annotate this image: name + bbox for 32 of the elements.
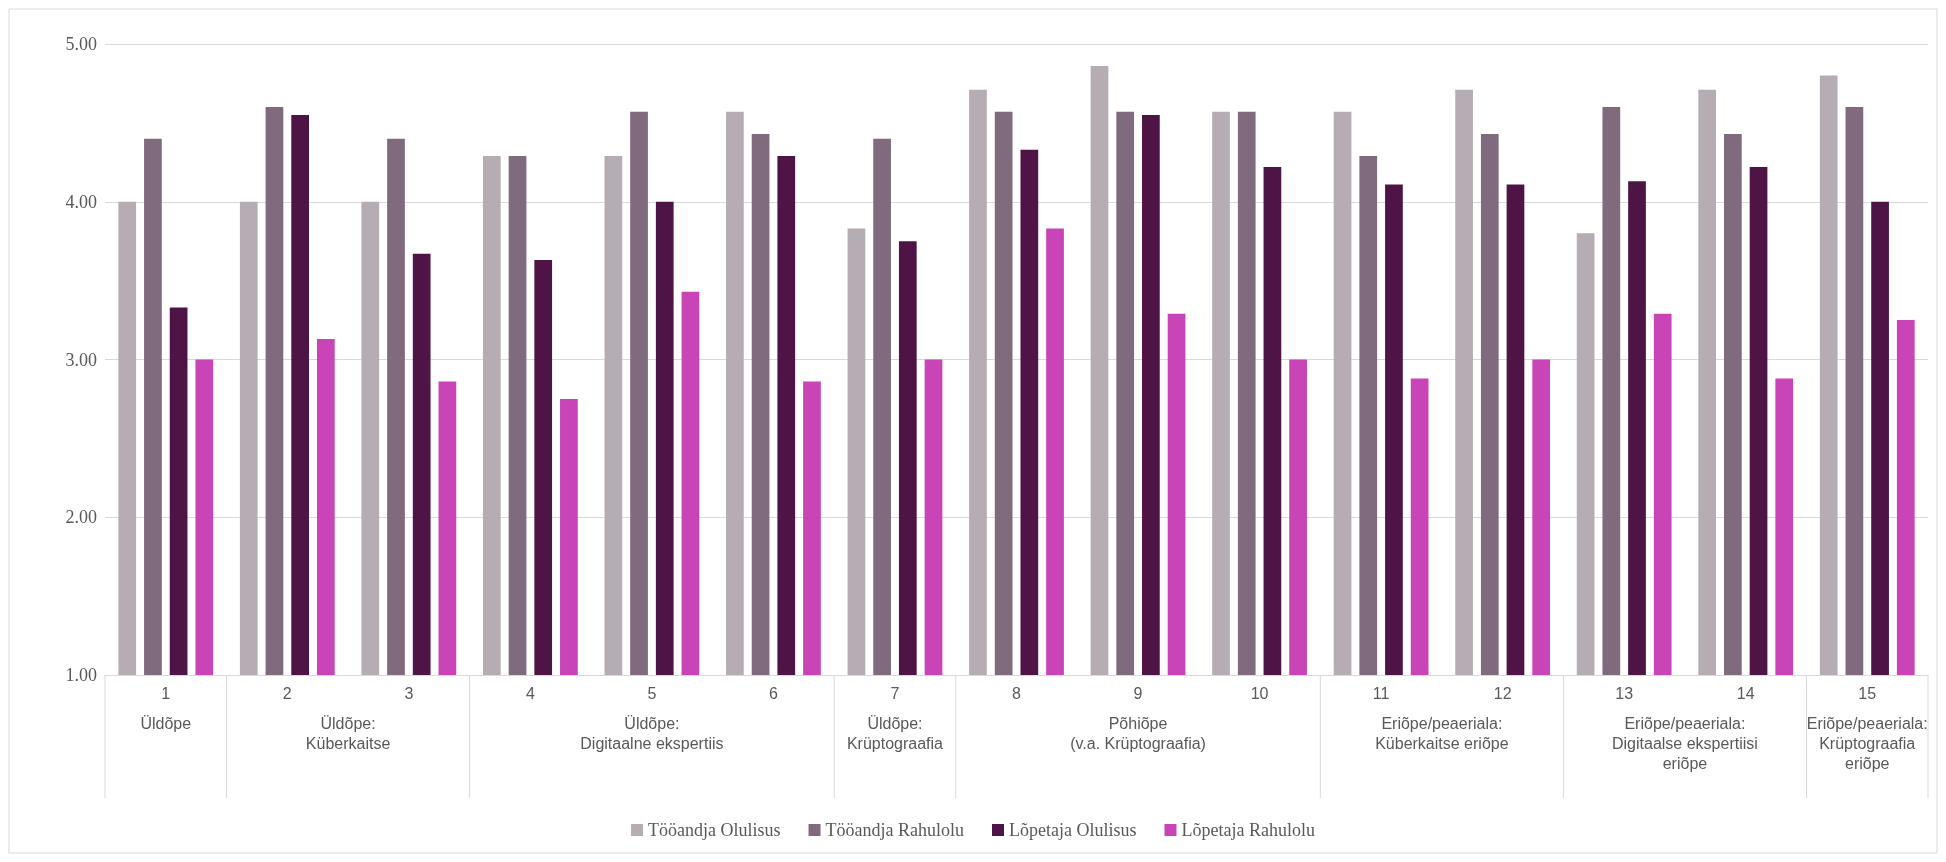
x-tick-label: 10 xyxy=(1250,684,1269,702)
legend-label: Lõpetaja Olulisus xyxy=(1009,820,1137,840)
x-tick-label: 3 xyxy=(404,684,414,702)
x-tick-label: 12 xyxy=(1493,684,1512,702)
x-tick-label: 8 xyxy=(1012,684,1022,702)
x-tick-label: 1 xyxy=(161,684,171,702)
x-tick-label: 6 xyxy=(768,684,778,702)
text: Üldõpe xyxy=(140,714,192,732)
text: Eriõpe/peaeriala: Krüptograafia eriõpe xyxy=(1806,714,1928,772)
x-tick-label: 9 xyxy=(1133,684,1143,702)
y-tick-label: 4.00 xyxy=(65,191,97,212)
x-tick-label: 7 xyxy=(890,684,900,702)
y-tick-label: 1.00 xyxy=(65,665,97,685)
legend-label: Lõpetaja Rahulolu xyxy=(1181,820,1315,840)
y-tick-label: 2.00 xyxy=(65,507,97,528)
text: Üldõpe: Digitaalne ekspertiis xyxy=(580,714,724,752)
legend-label: Tööandja Olulisus xyxy=(648,820,781,840)
y-tick-label: 3.00 xyxy=(65,349,97,370)
y-tick-label: 5.00 xyxy=(65,34,97,54)
text: Üldõpe: Küberkaitse xyxy=(305,714,391,752)
legend-label: Tööandja Rahulolu xyxy=(825,820,965,840)
text: Eriõpe/peaeriala: Digitaalse ekspertiisi eriõpe xyxy=(1612,714,1758,772)
text: Üldõpe: Krüptograafia xyxy=(846,714,944,752)
x-tick-label: 2 xyxy=(282,684,292,702)
x-tick-label: 4 xyxy=(525,684,535,702)
x-tick-label: 11 xyxy=(1372,684,1390,702)
x-tick-label: 15 xyxy=(1858,684,1877,702)
x-tick-label: 14 xyxy=(1736,684,1755,702)
x-tick-label: 5 xyxy=(647,684,657,702)
x-tick-label: 13 xyxy=(1615,684,1634,702)
text: Põhiõpe (v.a. Krüptograafia) xyxy=(1070,714,1206,752)
text: Eriõpe/peaeriala: Küberkaitse eriõpe xyxy=(1375,714,1509,752)
